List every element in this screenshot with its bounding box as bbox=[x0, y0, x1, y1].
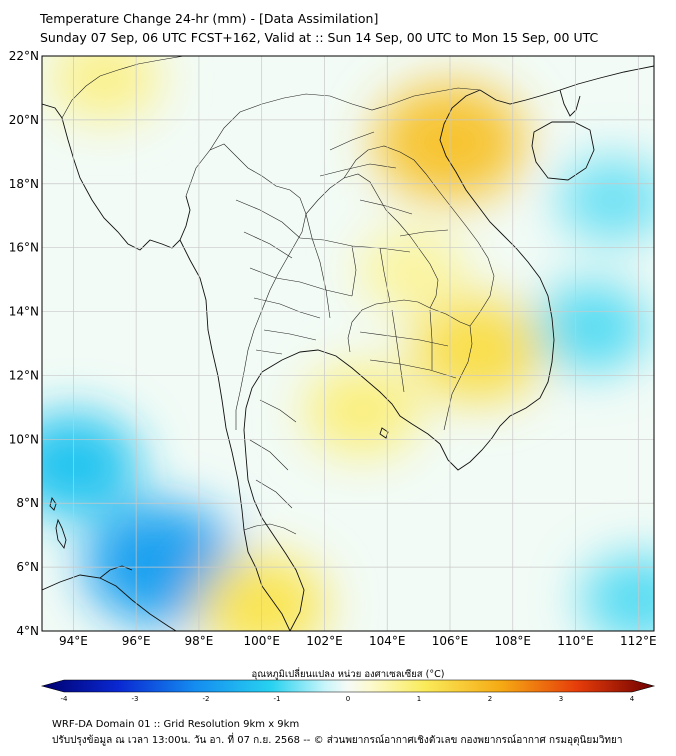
laos-provinces bbox=[319, 131, 449, 237]
tonkin-china-coast bbox=[479, 65, 654, 105]
malaysia-border bbox=[243, 523, 297, 535]
colorbar-ticks: -4 -3 -2 -1 0 1 2 3 4 bbox=[61, 695, 635, 703]
thailand-laos-border bbox=[305, 173, 439, 309]
cool-region-4 bbox=[580, 554, 654, 631]
lat-label-7: 8°N bbox=[16, 496, 39, 510]
footer-credit: ปรับปรุงข้อมูล ณ เวลา 13:00น. วัน อา. ที… bbox=[52, 735, 623, 746]
warm-region-5 bbox=[49, 56, 161, 121]
map-subtitle: Sunday 07 Sep, 06 UTC FCST+162, Valid at… bbox=[40, 30, 599, 45]
thailand-myanmar-border bbox=[185, 143, 307, 430]
warm-region-4 bbox=[359, 229, 466, 311]
hainan-island bbox=[531, 121, 595, 181]
sumatra-north bbox=[99, 565, 133, 579]
colorbar-tick-6: 2 bbox=[488, 695, 492, 703]
lon-label-5: 104°E bbox=[369, 634, 406, 648]
colorbar-tick-0: -4 bbox=[61, 695, 69, 703]
andaman-islands bbox=[55, 518, 67, 550]
colorbar-tick-8: 4 bbox=[630, 695, 635, 703]
lat-label-4: 14°N bbox=[9, 305, 39, 319]
colorbar-tick-7: 3 bbox=[559, 695, 563, 703]
myanmar-west-coast bbox=[42, 103, 191, 251]
warm-region-3 bbox=[304, 366, 420, 455]
colorbar-label: อุณหภูมิเปลี่ยนแปลง หน่วย องศาเซลเซียส (… bbox=[252, 667, 445, 680]
gulf-islands bbox=[379, 427, 389, 439]
cambodia-provinces bbox=[359, 309, 457, 393]
thai-provinces bbox=[235, 199, 411, 509]
colorbar-tick-5: 1 bbox=[417, 695, 421, 703]
lon-label-9: 112°E bbox=[620, 634, 657, 648]
map-frame bbox=[41, 55, 655, 632]
colorbar-tick-1: -3 bbox=[132, 695, 139, 703]
lon-label-6: 106°E bbox=[432, 634, 469, 648]
lon-label-2: 98°E bbox=[184, 634, 213, 648]
sumatra-coast bbox=[42, 574, 177, 631]
lat-label-3: 16°N bbox=[9, 241, 39, 255]
myanmar-andaman-coast bbox=[179, 239, 245, 531]
thailand-cambodia-border bbox=[347, 299, 431, 353]
graticule bbox=[42, 56, 654, 631]
map-title: Temperature Change 24-hr (mm) - [Data As… bbox=[40, 11, 379, 26]
colorbar-bar bbox=[40, 679, 656, 693]
gulf-of-thailand-coast bbox=[243, 349, 441, 631]
colorbar-tick-2: -2 bbox=[203, 695, 210, 703]
lat-label-5: 12°N bbox=[9, 368, 39, 382]
lon-label-1: 96°E bbox=[122, 634, 151, 648]
lon-label-8: 110°E bbox=[557, 634, 594, 648]
coastlines bbox=[42, 65, 654, 631]
lon-label-0: 94°E bbox=[59, 634, 88, 648]
cool-region-2 bbox=[533, 283, 649, 372]
footer-model-info: WRF-DA Domain 01 :: Grid Resolution 9km … bbox=[52, 719, 300, 730]
lon-label-3: 100°E bbox=[243, 634, 280, 648]
latitude-labels: 22°N 20°N 18°N 16°N 14°N 12°N 10°N 8°N 6°N 4°N bbox=[9, 49, 39, 638]
lat-label-0: 22°N bbox=[9, 49, 39, 63]
cool-region-3 bbox=[557, 157, 654, 243]
leizhou-peninsula bbox=[559, 89, 581, 117]
lat-label-1: 20°N bbox=[9, 113, 39, 127]
lat-label-2: 18°N bbox=[9, 177, 39, 191]
myanmar-india-border bbox=[61, 56, 185, 119]
lat-label-8: 6°N bbox=[16, 560, 39, 574]
lat-label-6: 10°N bbox=[9, 432, 39, 446]
lon-label-7: 108°E bbox=[495, 634, 532, 648]
mekong-delta-coast bbox=[439, 89, 555, 471]
lat-label-9: 4°N bbox=[16, 624, 39, 638]
longitude-labels: 94°E 96°E 98°E 100°E 102°E 104°E 106°E 108°E 110… bbox=[59, 634, 657, 648]
colorbar-tick-3: -1 bbox=[274, 695, 281, 703]
lon-label-4: 102°E bbox=[306, 634, 343, 648]
laos-vietnam-border bbox=[343, 145, 495, 327]
china-border bbox=[209, 87, 481, 151]
admin-borders bbox=[61, 56, 495, 535]
colorbar-tick-4: 0 bbox=[346, 695, 350, 703]
colorbar: อุณหภูมิเปลี่ยนแปลง หน่วย องศาเซลเซียส (… bbox=[40, 667, 656, 703]
